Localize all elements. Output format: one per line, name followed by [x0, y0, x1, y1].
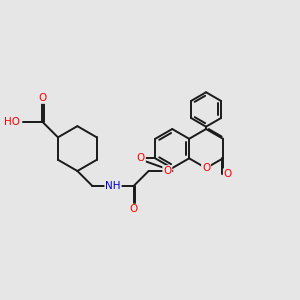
Text: O: O — [137, 153, 145, 163]
Text: O: O — [224, 169, 232, 179]
Text: O: O — [38, 93, 46, 103]
Text: O: O — [163, 166, 171, 176]
Text: O: O — [130, 205, 138, 214]
Text: HO: HO — [4, 116, 20, 127]
Text: NH: NH — [105, 181, 121, 191]
Text: O: O — [202, 163, 210, 173]
